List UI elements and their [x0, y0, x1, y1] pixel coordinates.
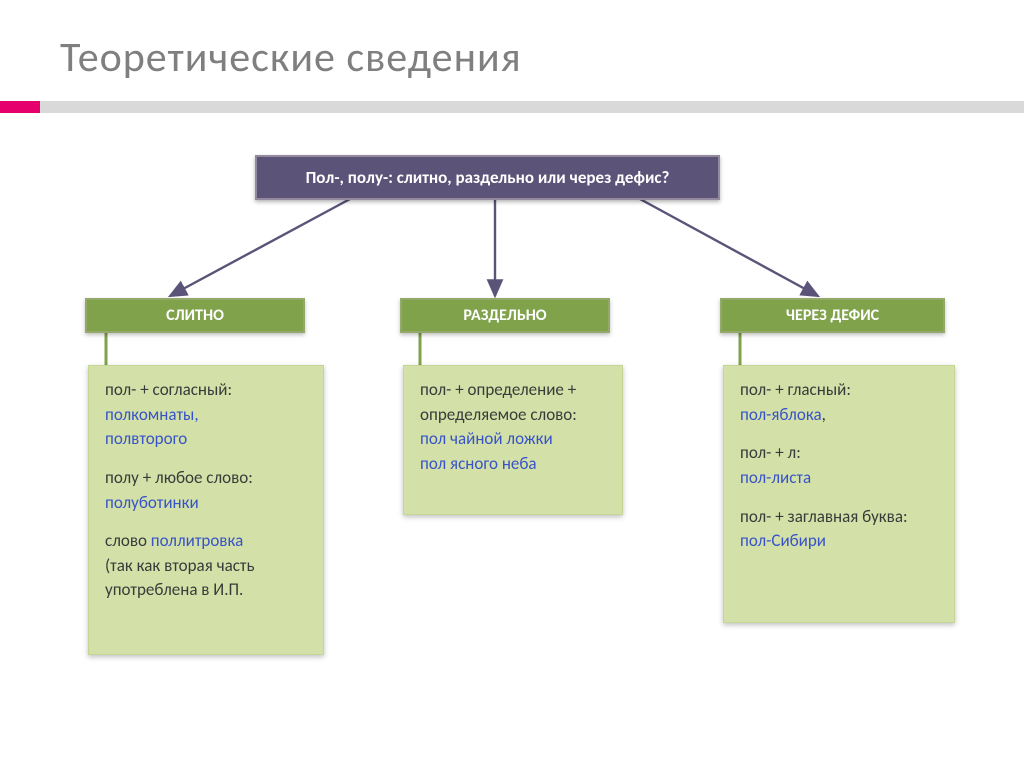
body-line: слово поллитровка [105, 529, 307, 554]
example-text: пол-яблока [740, 404, 822, 425]
body-line: пол- + гласный: [740, 378, 938, 403]
category-header-label: ЧЕРЕЗ ДЕФИС [786, 306, 879, 325]
category-header-label: СЛИТНО [166, 306, 224, 325]
body-line: определяемое слово: [420, 403, 606, 428]
plain-text: , [822, 404, 826, 425]
plain-text: слово [105, 530, 151, 551]
category-header: РАЗДЕЛЬНО [400, 298, 610, 333]
body-line: пол- + л: [740, 441, 938, 466]
body-line: пол ясного неба [420, 452, 606, 477]
category-body: пол- + гласный:пол-яблока, пол- + л:пол-л… [723, 365, 955, 623]
category-header: ЧЕРЕЗ ДЕФИС [720, 298, 945, 333]
body-line: пол- + согласный: [105, 378, 307, 403]
category-body: пол- + определение +определяемое слово:п… [403, 365, 623, 515]
slide: Теоретические сведения Пол-, полу-: слит… [0, 0, 1024, 767]
body-line: (так как вторая часть [105, 554, 307, 579]
body-line: пол-листа [740, 466, 938, 491]
body-line: пол чайной ложки [420, 427, 606, 452]
diagram-area: Пол-, полу-: слитно, раздельно или через… [0, 113, 1024, 713]
body-line: полуботинки [105, 491, 307, 516]
arrow [170, 199, 350, 296]
body-line: употреблена в И.П. [105, 578, 307, 603]
example-text: поллитровка [151, 530, 243, 551]
body-line: полкомнаты, [105, 403, 307, 428]
root-label: Пол-, полу-: слитно, раздельно или через… [306, 167, 670, 188]
body-line: полу + любое слово: [105, 466, 307, 491]
page-title: Теоретические сведения [0, 0, 1024, 97]
category-header-label: РАЗДЕЛЬНО [463, 306, 546, 325]
body-line: полвторого [105, 427, 307, 452]
divider-accent [0, 101, 40, 113]
body-line: пол- + заглавная буква: [740, 505, 938, 530]
root-node: Пол-, полу-: слитно, раздельно или через… [255, 155, 720, 200]
body-line: пол-яблока, [740, 403, 938, 428]
body-line: пол-Сибири [740, 529, 938, 554]
divider-bar [0, 101, 1024, 113]
arrow [640, 199, 818, 296]
category-header: СЛИТНО [85, 298, 305, 333]
body-line: пол- + определение + [420, 378, 606, 403]
category-body: пол- + согласный:полкомнаты,полвторого по… [88, 365, 324, 655]
